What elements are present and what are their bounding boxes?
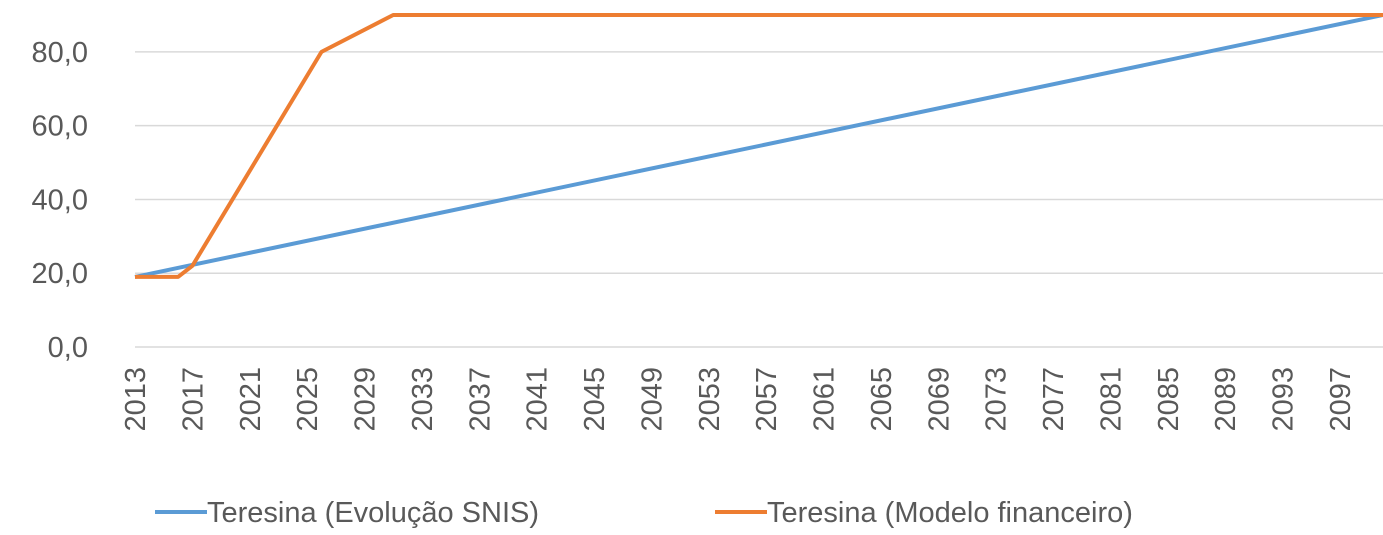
legend-label: Teresina (Evolução SNIS) (207, 497, 539, 529)
x-tick-label: 2077 (1038, 367, 1070, 432)
x-tick-label: 2033 (407, 367, 439, 432)
x-tick-label: 2029 (350, 367, 382, 432)
y-tick-label: 40,0 (32, 184, 88, 216)
y-tick-label: 0,0 (48, 332, 88, 364)
x-tick-label: 2061 (809, 367, 841, 432)
x-tick-label: 2049 (636, 367, 668, 432)
x-tick-label: 2069 (923, 367, 955, 432)
y-tick-label: 60,0 (32, 111, 88, 143)
x-tick-label: 2013 (120, 367, 152, 432)
x-tick-label: 2045 (579, 367, 611, 432)
x-tick-label: 2057 (751, 367, 783, 432)
y-tick-label: 80,0 (32, 37, 88, 69)
legend-label: Teresina (Modelo financeiro) (767, 497, 1133, 529)
x-tick-label: 2065 (866, 367, 898, 432)
x-tick-label: 2041 (522, 367, 554, 432)
x-tick-label: 2097 (1325, 367, 1357, 432)
x-tick-label: 2053 (694, 367, 726, 432)
series-line (135, 13, 1383, 279)
x-tick-label: 2025 (292, 367, 324, 432)
x-tick-label: 2081 (1095, 367, 1127, 432)
y-tick-label: 20,0 (32, 258, 88, 290)
x-tick-label: 2037 (464, 367, 496, 432)
x-tick-label: 2017 (177, 367, 209, 432)
x-tick-label: 2093 (1268, 367, 1300, 432)
x-tick-label: 2021 (235, 367, 267, 432)
x-tick-label: 2089 (1210, 367, 1242, 432)
x-tick-label: 2085 (1153, 367, 1185, 432)
series-line (134, 13, 1383, 279)
x-tick-label: 2073 (981, 367, 1013, 432)
